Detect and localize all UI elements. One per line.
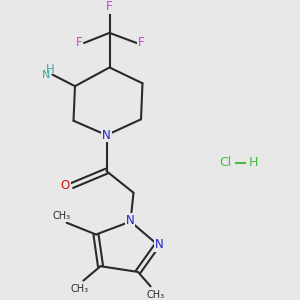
Text: H: H [249, 156, 258, 169]
Text: N: N [41, 70, 50, 80]
Text: N: N [125, 214, 134, 226]
Text: F: F [138, 37, 145, 50]
Text: CH₃: CH₃ [70, 284, 88, 294]
Text: F: F [76, 37, 82, 50]
Text: N: N [154, 238, 164, 251]
Text: F: F [106, 0, 113, 13]
Text: Cl: Cl [219, 156, 231, 169]
Text: N: N [102, 129, 111, 142]
Text: O: O [61, 179, 70, 192]
Text: CH₃: CH₃ [52, 212, 70, 221]
Text: H: H [46, 63, 55, 76]
Text: CH₃: CH₃ [147, 290, 165, 300]
